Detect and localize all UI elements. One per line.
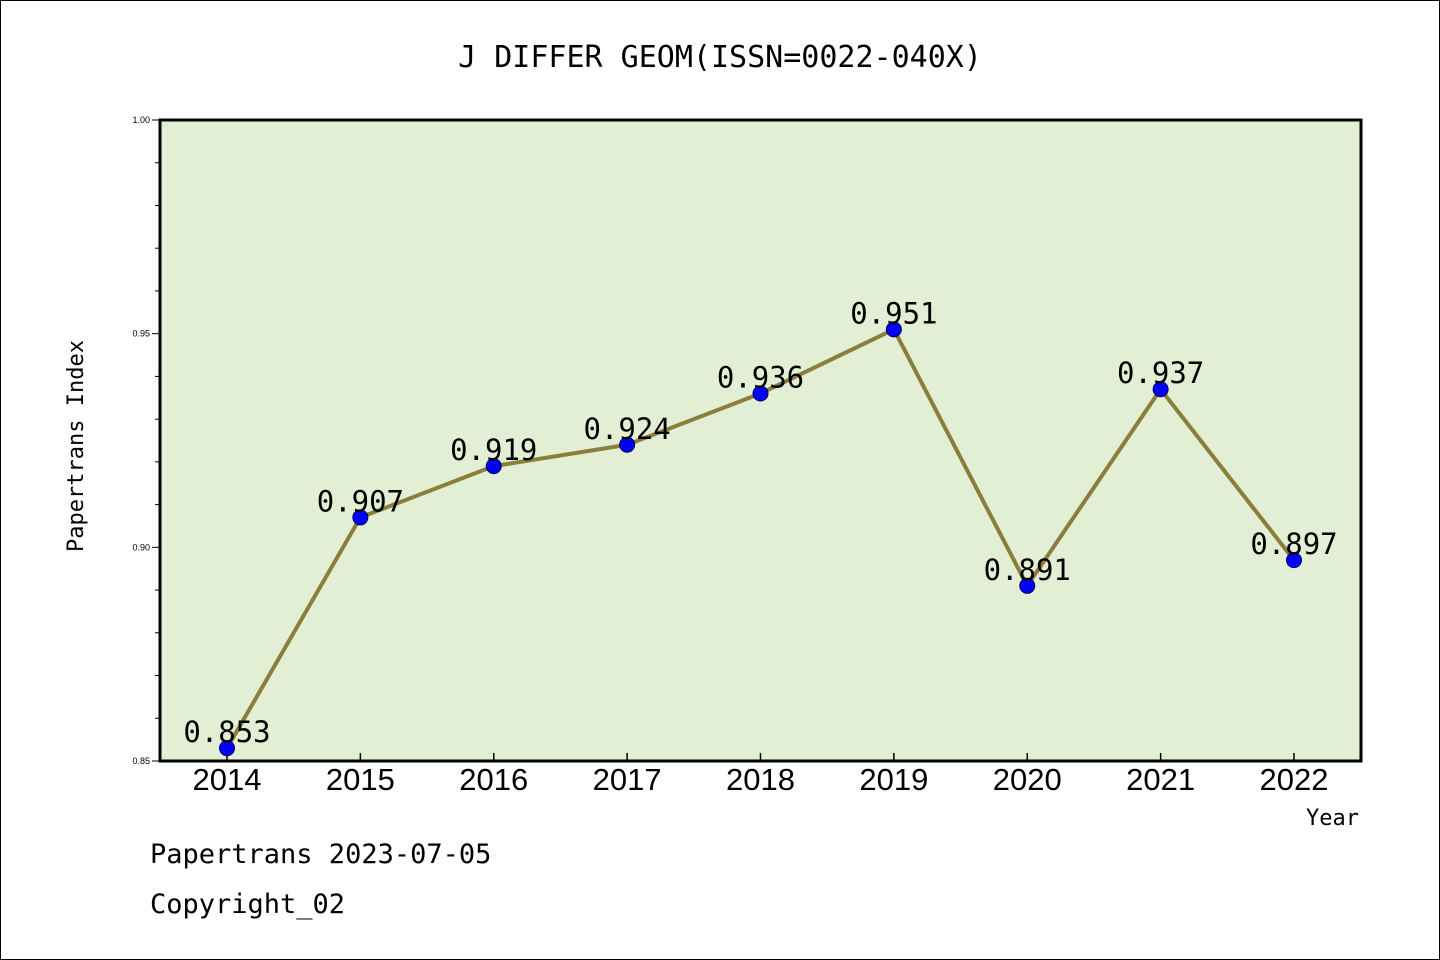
x-tick-label: 2014 — [193, 762, 262, 797]
data-label: 0.936 — [717, 360, 804, 394]
x-tick-label: 2015 — [326, 762, 395, 797]
chart-title: J DIFFER GEOM(ISSN=0022-040X) — [458, 40, 982, 75]
y-tick-label: 1.00 — [132, 115, 150, 125]
plot-area — [158, 118, 1363, 763]
data-point-marker — [1152, 381, 1169, 398]
data-label: 0.951 — [850, 296, 937, 330]
x-tick-label: 2019 — [859, 762, 928, 797]
data-label: 0.891 — [984, 553, 1071, 587]
y-tick-label: 0.90 — [132, 542, 150, 552]
data-label-group: 0.853 0.907 0.919 0.924 0.936 0.951 0.891 0.937… — [183, 296, 1337, 749]
footer-copyright: Copyright_02 — [150, 889, 345, 920]
x-axis: 2014 2015 2016 2017 2018 2019 2020 2021 2022 — [193, 753, 1329, 797]
x-tick-label: 2017 — [593, 762, 662, 797]
x-tick-label: 2018 — [726, 762, 795, 797]
x-axis-label: Year — [1306, 806, 1359, 831]
data-label: 0.919 — [450, 433, 537, 467]
data-label: 0.897 — [1250, 527, 1337, 561]
data-point-marker — [1286, 552, 1302, 569]
data-point-marker — [752, 385, 769, 402]
x-tick-label: 2021 — [1126, 762, 1195, 797]
data-point-marker — [1019, 577, 1036, 594]
x-tick-label: 2016 — [459, 762, 528, 797]
data-point-marker — [885, 321, 902, 338]
data-point-marker — [485, 458, 502, 475]
x-tick-label: 2020 — [993, 762, 1062, 797]
data-label: 0.907 — [317, 484, 404, 518]
data-point-marker — [619, 436, 636, 453]
data-point-marker — [352, 509, 369, 526]
y-tick-label: 0.85 — [132, 756, 150, 766]
y-tick-label: 0.95 — [132, 329, 150, 339]
x-tick-label: 2022 — [1260, 762, 1329, 797]
data-label: 0.853 — [183, 715, 270, 749]
data-label: 0.937 — [1117, 356, 1204, 390]
marker-group — [219, 321, 1302, 757]
data-label: 0.924 — [583, 412, 670, 446]
data-point-marker — [219, 740, 235, 757]
y-axis: 0.85 0.90 0.95 1.00 — [132, 115, 160, 766]
y-axis-label: Papertrans Index — [64, 340, 89, 552]
footer-date: Papertrans 2023-07-05 — [150, 839, 491, 870]
